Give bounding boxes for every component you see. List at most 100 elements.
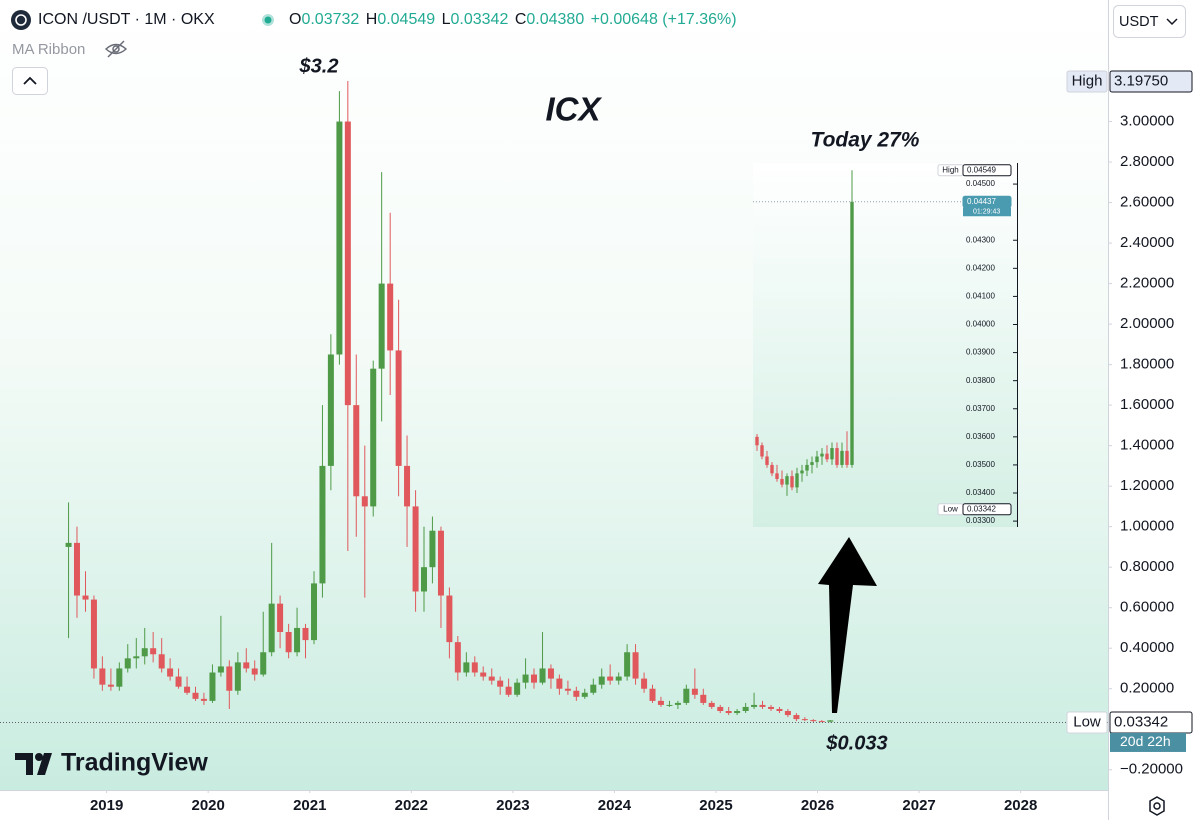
y-tick-label: 0.03300 [966,516,995,525]
candle-body [581,692,588,697]
brand-logo [15,753,52,775]
candle-body [760,445,764,457]
candle-body [65,542,72,547]
candle-body [649,688,656,701]
currency-label: USDT [1119,14,1159,30]
candle-body [370,368,377,507]
candle-body [765,456,769,465]
candle-body [421,567,428,592]
candle-body [505,686,512,695]
candle-body [674,702,681,705]
candle-body [590,684,597,693]
candle-body [759,704,766,707]
price-label: High [1072,73,1103,90]
c-value: 0.04380 [526,11,584,28]
candle-body [336,121,343,355]
candle-body [598,676,605,685]
candle-body [573,690,580,697]
candle-body [378,283,385,369]
candle-body [790,476,794,488]
collapse-button[interactable] [12,67,48,95]
candle-body [463,662,470,673]
candle-body [285,632,292,653]
candle-body [471,662,478,673]
candle-body [437,530,444,596]
hide-indicator-icon[interactable] [104,40,128,58]
candle-body [810,462,814,465]
candle-body [691,688,698,695]
candle-body [82,595,89,600]
symbol-icon [11,10,31,30]
candle-body [725,711,732,714]
inset-title: Today 27% [811,129,920,152]
settings-icon[interactable] [1149,796,1165,816]
countdown-box [1110,732,1186,752]
candle-body [395,350,402,466]
y-tick-label: 1.80000 [1120,356,1174,373]
o-value: 0.03732 [301,11,359,28]
candle-body [805,464,809,471]
y-tick-label: 0.03600 [966,432,995,441]
candle-body [800,470,804,474]
x-tick-label: 2025 [699,797,732,814]
candle-body [497,680,504,687]
currency-dropdown-icon [1166,18,1178,26]
x-tick-label: 2022 [395,797,428,814]
annotation-low: $0.033 [825,732,887,754]
y-tick-label: 2.00000 [1120,315,1174,332]
x-tick-label: 2021 [293,797,326,814]
candle-body [175,676,182,687]
candle-body [73,542,80,596]
candle-body [446,595,453,643]
y-tick-label: 0.03900 [966,348,995,357]
candle-body [795,473,799,488]
candle-body [184,686,191,693]
countdown: 01:29:43 [973,209,1000,216]
symbol-icon-ring [15,14,27,26]
candle-body [539,668,546,683]
candle-body [167,668,174,677]
y-tick-label: 0.03700 [966,404,995,413]
candle-body [226,666,233,691]
y-tick-label: 0.04500 [966,179,995,188]
candle-body [801,719,808,721]
y-tick-label: 1.40000 [1120,437,1174,454]
price-value-box [1109,70,1193,93]
indicator-name[interactable]: MA Ribbon [12,41,85,58]
candle-body [412,506,419,592]
candle-body [840,450,844,465]
x-tick-label: 2028 [1004,797,1037,814]
candle-body [327,354,334,466]
y-tick-label: 0.04200 [966,263,995,272]
candle-body [530,674,537,683]
candle-body [200,698,207,701]
candle-body [780,478,784,485]
candle-body [793,715,800,720]
l-label: L [442,11,451,28]
price-value-box [962,503,1012,516]
currency-button[interactable] [1113,5,1186,38]
change-value: +0.00648 (+17.36%) [591,11,737,28]
y-tick-label: 0.40000 [1120,639,1174,656]
candle-body [564,688,571,691]
candle-body [522,674,529,683]
candle-body [775,473,779,479]
candle-body [700,694,707,703]
y-tick-label: 1.20000 [1120,477,1174,494]
candle-body [607,676,614,681]
y-tick-label: 0.03800 [966,376,995,385]
y-tick-label: 0.20000 [1120,680,1174,697]
candle-body [641,678,648,689]
y-tick-label: 0.80000 [1120,558,1174,575]
candle-body [141,648,148,657]
candle-body [150,648,157,655]
candle-body [294,627,301,653]
y-tick-label: 1.00000 [1120,518,1174,535]
candle-body [116,668,123,687]
x-tick-label: 2026 [801,797,834,814]
candle-body [556,678,563,689]
candle-body [124,658,131,669]
annotation-ticker: ICX [545,91,602,128]
candle-body [319,465,326,584]
